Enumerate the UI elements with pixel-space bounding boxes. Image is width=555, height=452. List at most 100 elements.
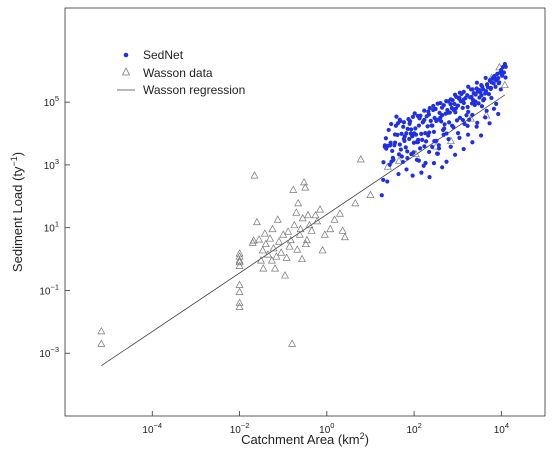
wasson-point [293,245,302,253]
sednet-point [427,105,432,111]
sednet-point [405,149,410,154]
legend-marker-wasson [121,67,131,76]
sednet-point [498,87,503,92]
wasson-point [235,257,244,266]
wasson-point [356,155,365,163]
sednet-point [398,118,403,124]
sednet-point [405,126,410,131]
x-axis-label: Catchment Area (km2) [241,431,369,447]
sednet-point [431,161,437,166]
wasson-point [250,171,259,179]
legend-label-regression: Wasson regression [143,83,245,97]
sednet-point [399,131,404,136]
legend-label-wasson: Wasson data [143,66,213,80]
sednet-point [457,135,462,140]
sednet-point [433,106,438,112]
wasson-point [286,235,295,244]
sednet-point [473,99,478,104]
sednet-point [457,95,462,100]
wasson-point [330,215,339,223]
x-tick-label: 10−2 [230,421,250,436]
wasson-point [307,226,316,234]
sednet-point [465,104,470,110]
wasson-point [249,236,258,244]
sednet-point [421,119,426,124]
sednet-point [430,144,435,150]
sednet-point [400,159,406,165]
wasson-point [318,246,327,254]
wasson-point [252,217,261,226]
sednet-point [493,84,498,89]
sednet-point [446,137,451,142]
sednet-point [435,151,440,156]
y-tick-label: 103 [44,157,59,172]
sednet-point [404,167,409,172]
sednet-point [467,117,472,122]
sednet-point [411,150,416,155]
wasson-point [335,209,344,217]
wasson-point [288,339,297,347]
sednet-point [489,95,494,101]
sednet-point [401,124,406,129]
sednet-point [405,155,410,161]
sednet-point [416,123,422,128]
sednet-point [401,120,407,125]
wasson-point [235,249,244,257]
sednet-point [397,142,402,147]
wasson-point [268,224,277,233]
sednet-point [485,82,490,87]
y-axis-ticks: 10−3 10−1 101 103 105 [39,94,70,360]
sednet-point [430,123,435,128]
wasson-point [351,198,360,207]
sednet-point [470,140,475,145]
wasson-point [273,215,282,223]
sednet-point [435,101,440,106]
sednet-point [389,121,394,127]
sednet-point [452,92,458,97]
sednet-point [491,81,496,86]
sednet-point [428,118,433,123]
sednet-point [499,73,505,78]
sednet-point [396,171,401,177]
y-tick-label: 10−3 [39,345,59,360]
sednet-point [417,116,422,121]
sednet-point [422,108,427,113]
wasson-point [264,250,273,258]
wasson-point [294,198,303,207]
sednet-point [469,94,474,99]
sednet-point [388,140,393,145]
wasson-point [303,210,312,219]
sednet-point [440,165,445,170]
sednet-point [412,111,417,116]
sednet-point [441,132,446,137]
sednet-point [436,146,442,151]
sednet-point [446,110,451,115]
sednet-point [427,149,432,155]
wasson-point [394,156,403,164]
wasson-point [235,280,244,288]
sednet-points [379,61,508,198]
wasson-point [282,253,291,261]
sednet-point [466,109,471,114]
wasson-point [298,254,306,263]
wasson-point [272,252,281,260]
sednet-point [381,177,386,183]
legend: SedNet Wasson data Wasson regression [117,48,245,97]
sednet-point [483,75,488,81]
sednet-point [465,93,470,98]
wasson-point [284,227,293,235]
wasson-point [302,235,311,244]
wasson-point [301,239,310,248]
wasson-point [235,261,244,269]
x-tick-label: 104 [494,421,509,436]
sednet-point [470,112,475,118]
wasson-point [305,220,314,229]
sednet-point [407,136,412,142]
sednet-point [425,124,430,129]
plot-frame [64,7,546,417]
sednet-point [426,112,432,117]
sednet-point [415,140,420,145]
sednet-point [486,92,492,97]
sednet-point [496,111,501,117]
sednet-point [436,143,441,148]
